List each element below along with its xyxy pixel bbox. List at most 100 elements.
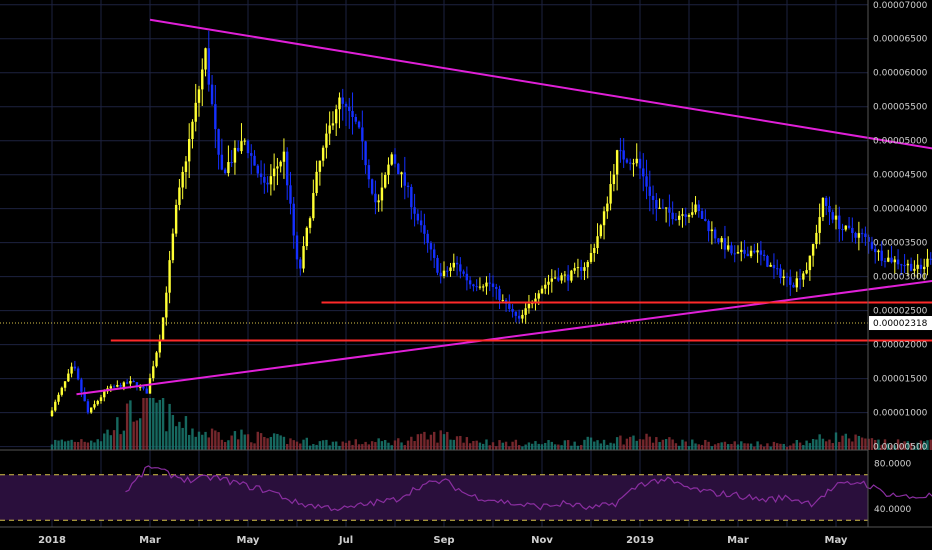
- volume-bars: [50, 398, 932, 450]
- volume-bar: [896, 439, 900, 450]
- volume-bar: [475, 440, 478, 450]
- trend-line: [149, 18, 932, 150]
- volume-bar: [246, 434, 250, 450]
- volume-bar: [220, 439, 224, 450]
- candle-body: [70, 366, 73, 374]
- volume-bar: [874, 439, 877, 450]
- candle-body: [753, 250, 756, 253]
- volume-bar: [292, 440, 295, 450]
- time-tick-label: May: [825, 535, 848, 546]
- volume-bar: [766, 443, 769, 450]
- volume-bar: [178, 421, 181, 450]
- volume-bar: [811, 438, 815, 450]
- volume-bar: [782, 443, 785, 450]
- candle-body: [426, 233, 429, 244]
- volume-bar: [57, 440, 60, 450]
- volume-bar: [377, 438, 380, 450]
- volume-bar: [158, 399, 161, 450]
- volume-bar: [197, 431, 201, 450]
- candle-body: [387, 164, 390, 175]
- volume-bar: [645, 433, 648, 450]
- candle-body: [96, 401, 99, 405]
- time-tick-label: 2019: [626, 535, 654, 546]
- volume-bar: [586, 436, 589, 450]
- time-axis[interactable]: 2018 Mar May Jul Sep Nov 2019 Mar May: [38, 535, 848, 546]
- candle-body: [302, 246, 305, 269]
- candle-body: [171, 233, 175, 261]
- candle-body: [749, 250, 753, 257]
- candle-body: [295, 235, 299, 260]
- candle-body: [178, 187, 181, 205]
- candle-body: [772, 264, 776, 269]
- volume-bar: [599, 443, 602, 450]
- candle-body: [207, 48, 210, 85]
- volume-bar: [482, 443, 485, 450]
- volume-bar: [870, 438, 874, 450]
- volume-bar: [269, 436, 273, 450]
- volume-bar: [99, 441, 103, 450]
- volume-bar: [576, 445, 580, 450]
- price-tick-label: 0.00001500: [873, 375, 928, 385]
- volume-bar: [250, 442, 253, 450]
- volume-bar: [547, 440, 550, 450]
- candle-body: [766, 256, 769, 267]
- price-tick-label: 0.00003000: [873, 273, 928, 283]
- candle-body: [678, 215, 681, 220]
- volume-bar: [410, 436, 413, 450]
- volume-bar: [341, 441, 344, 450]
- volume-bar: [887, 443, 890, 450]
- time-tick-label: Sep: [433, 535, 454, 546]
- candle-body: [547, 281, 550, 285]
- candle-body: [792, 284, 795, 288]
- candle-body: [370, 179, 374, 194]
- volume-bar: [73, 441, 77, 450]
- candle-body: [335, 109, 338, 124]
- volume-bar: [504, 441, 508, 450]
- volume-bar: [145, 398, 148, 450]
- candle-body: [756, 250, 759, 253]
- volume-bar: [364, 441, 367, 450]
- volume-bar: [720, 442, 723, 450]
- price-tick-label: 0.00002000: [873, 341, 928, 351]
- volume-bar: [328, 445, 331, 450]
- candle-body: [263, 176, 266, 183]
- candle-body: [860, 233, 864, 235]
- volume-bar: [828, 439, 831, 450]
- candle-body: [465, 273, 469, 281]
- candle-body: [83, 391, 86, 402]
- candle-body: [795, 278, 798, 288]
- price-axis[interactable]: 0.00000500 0.00001000 0.00001500 0.00002000…: [873, 1, 928, 453]
- volume-bar: [570, 445, 573, 450]
- volume-bar: [638, 439, 642, 450]
- candle-body: [328, 125, 331, 134]
- current-price-tag-box: [869, 316, 932, 331]
- candle-body: [762, 254, 766, 257]
- volume-bar: [589, 437, 593, 450]
- volume-bar: [237, 439, 240, 450]
- volume-bar: [400, 442, 403, 450]
- volume-bar: [805, 440, 808, 450]
- volume-bar: [681, 439, 684, 450]
- volume-bar: [119, 434, 122, 450]
- volume-bar: [730, 443, 733, 450]
- volume-bar: [413, 441, 416, 450]
- candle-body: [54, 401, 57, 411]
- volume-bar: [550, 441, 553, 450]
- volume-bar: [596, 440, 599, 450]
- volume-bar: [63, 441, 67, 450]
- price-tick-label: 0.00000500: [873, 443, 928, 453]
- candle-body: [779, 268, 782, 279]
- volume-bar: [429, 434, 433, 450]
- candle-body: [874, 248, 877, 253]
- candle-body: [145, 388, 148, 394]
- candle-body: [903, 265, 906, 267]
- candle-body: [593, 248, 596, 253]
- time-tick-label: Mar: [139, 535, 161, 546]
- candle-body: [243, 140, 246, 142]
- candle-body: [557, 277, 560, 281]
- candle-body: [821, 197, 825, 218]
- volume-bar: [926, 440, 929, 450]
- candle-body: [459, 264, 462, 272]
- candle-body: [488, 282, 491, 284]
